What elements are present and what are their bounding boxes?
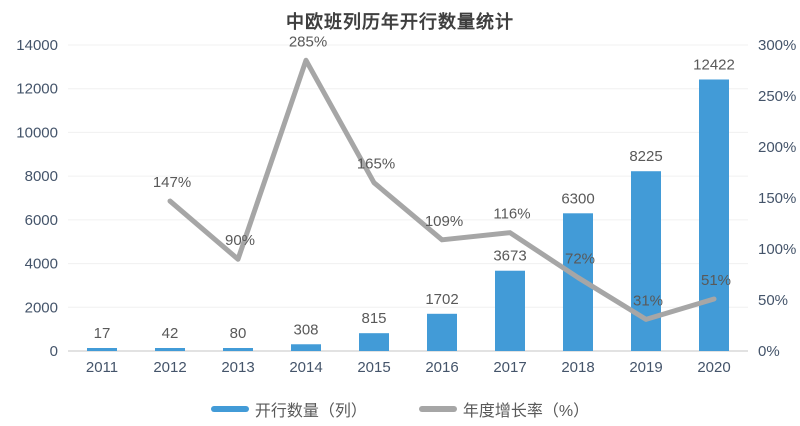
bar-value-label: 12422 <box>693 56 735 73</box>
x-axis-category-label: 2017 <box>493 359 526 376</box>
x-axis-category-label: 2014 <box>289 359 322 376</box>
bar-value-label: 6300 <box>561 190 594 207</box>
legend-label-line-series: 年度增长率（%） <box>462 403 590 420</box>
bar-value-label: 1702 <box>425 291 458 308</box>
bar <box>223 348 253 351</box>
right-axis-tick-label: 300% <box>758 37 796 54</box>
right-axis-tick-label: 200% <box>758 139 796 156</box>
legend-label-bar-series: 开行数量（列） <box>254 403 367 420</box>
growth-value-label: 116% <box>493 206 530 223</box>
growth-value-label: 147% <box>153 174 191 191</box>
x-axis-category-label: 2011 <box>86 359 118 376</box>
bar-value-label: 3673 <box>493 248 526 265</box>
left-axis-tick-label: 4000 <box>25 256 58 273</box>
left-axis-tick-label: 10000 <box>16 124 58 141</box>
bar <box>495 270 525 351</box>
legend: 开行数量（列） 年度增长率（%） <box>0 397 800 421</box>
growth-rate-line <box>167 57 717 322</box>
left-axis-tick-label: 2000 <box>25 299 58 316</box>
left-axis-tick-label: 14000 <box>16 37 58 54</box>
x-axis-category-label: 2018 <box>561 359 594 376</box>
left-axis-tick-label: 6000 <box>25 212 58 229</box>
bar <box>155 348 185 351</box>
growth-value-label: 72% <box>565 251 595 268</box>
x-axis-category-label: 2016 <box>425 359 458 376</box>
growth-value-label: 165% <box>357 156 395 173</box>
line-series-swatch-icon <box>418 406 457 412</box>
right-axis-tick-label: 100% <box>758 241 796 258</box>
left-axis-tick-label: 0 <box>50 343 58 360</box>
x-axis-category-label: 2012 <box>153 359 186 376</box>
bar-value-label: 17 <box>94 325 111 342</box>
x-axis-category-label: 2020 <box>697 359 730 376</box>
bar <box>631 171 661 351</box>
bar-value-label: 815 <box>361 310 386 327</box>
legend-item-bar-series: 开行数量（列） <box>210 397 367 421</box>
x-axis-category-label: 2015 <box>357 359 390 376</box>
bar-series-swatch-icon <box>210 406 249 412</box>
x-axis-category-label: 2013 <box>221 359 254 376</box>
x-axis-category-label: 2019 <box>629 359 662 376</box>
growth-value-label: 51% <box>701 272 731 289</box>
chart-title: 中欧班列历年开行数量统计 <box>286 12 514 32</box>
legend-item-line-series: 年度增长率（%） <box>418 397 590 421</box>
bar-value-label: 42 <box>162 325 179 342</box>
bar-value-label: 308 <box>293 321 318 338</box>
right-axis-tick-label: 150% <box>758 190 796 207</box>
bar <box>87 348 117 351</box>
growth-value-label: 90% <box>225 232 255 249</box>
bar-value-label: 80 <box>230 325 247 342</box>
bar <box>699 79 729 351</box>
left-axis-tick-label: 8000 <box>25 168 58 185</box>
bar-value-label: 8225 <box>629 148 662 165</box>
bar <box>427 313 457 351</box>
bar <box>291 344 321 351</box>
left-axis-tick-label: 12000 <box>16 81 58 98</box>
right-axis-tick-label: 250% <box>758 88 796 105</box>
right-axis-tick-label: 50% <box>758 292 788 309</box>
growth-value-label: 109% <box>425 213 463 230</box>
growth-value-label: 285% <box>289 33 327 50</box>
growth-value-label: 31% <box>633 292 663 309</box>
bar <box>359 333 389 351</box>
right-axis-tick-label: 0% <box>758 343 780 360</box>
